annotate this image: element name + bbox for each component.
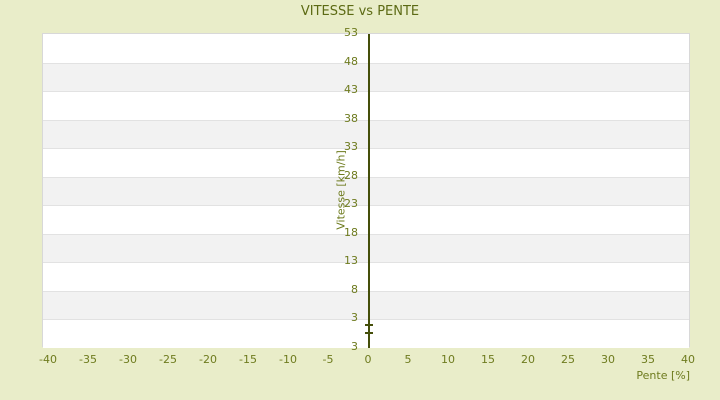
plot-area (42, 33, 690, 348)
gridline (43, 319, 689, 321)
gridline (43, 205, 689, 207)
x-tick-label: 0 (364, 353, 372, 366)
x-tick-label: 20 (521, 353, 535, 366)
gridline (43, 119, 689, 121)
y-tick-label: 3 (351, 340, 358, 353)
x-axis-title: Pente [%] (636, 369, 690, 382)
chart-title: VITESSE vs PENTE (300, 4, 420, 19)
x-tick-label: -25 (159, 353, 177, 366)
y-tick-label: 13 (344, 254, 358, 268)
x-tick-label: -30 (119, 353, 137, 366)
x-tick-label: -5 (322, 353, 334, 366)
x-tick-label: -10 (279, 353, 297, 366)
plot-band (43, 176, 689, 206)
gridline (43, 148, 689, 150)
x-tick-label: 25 (561, 353, 575, 366)
y-tick-label: 23 (344, 197, 358, 211)
plot-band (43, 233, 689, 263)
x-tick-label: -15 (239, 353, 257, 366)
x-tick-label: -35 (79, 353, 97, 366)
y-tick-label: 3 (351, 311, 358, 325)
plot-band (43, 205, 689, 234)
data-point-error-cap (365, 323, 373, 326)
y-tick-label: 18 (344, 225, 358, 239)
y-tick-label: 33 (344, 140, 358, 154)
plot-band (43, 148, 689, 177)
gridline (43, 290, 689, 292)
gridline (43, 262, 689, 264)
x-tick-label: 40 (681, 353, 695, 366)
y-tick-label: 28 (344, 168, 358, 182)
y-tick-label: 8 (351, 282, 358, 296)
gridline (43, 233, 689, 235)
x-tick-label: 35 (641, 353, 655, 366)
plot-band (43, 91, 689, 120)
x-tick-label: 30 (601, 353, 615, 366)
x-tick-label: 15 (481, 353, 495, 366)
x-tick-label: -40 (39, 353, 57, 366)
y-tick-label: 38 (344, 111, 358, 125)
plot-band (43, 34, 689, 63)
x-tick-label: 5 (404, 353, 412, 366)
zero-axis-line (368, 34, 370, 348)
gridline (43, 176, 689, 178)
x-tick-label: -20 (199, 353, 217, 366)
gridline (43, 91, 689, 93)
plot-band (43, 62, 689, 92)
plot-band (43, 290, 689, 320)
plot-band (43, 262, 689, 291)
y-tick-label: 53 (344, 26, 358, 39)
gridline (43, 62, 689, 64)
y-tick-label: 48 (344, 54, 358, 68)
y-axis-title: Vitesse [km/h] (334, 150, 348, 230)
plot-band (43, 119, 689, 149)
y-tick-label: 43 (344, 83, 358, 97)
x-tick-label: 10 (441, 353, 455, 366)
data-point-error-cap (365, 331, 373, 334)
